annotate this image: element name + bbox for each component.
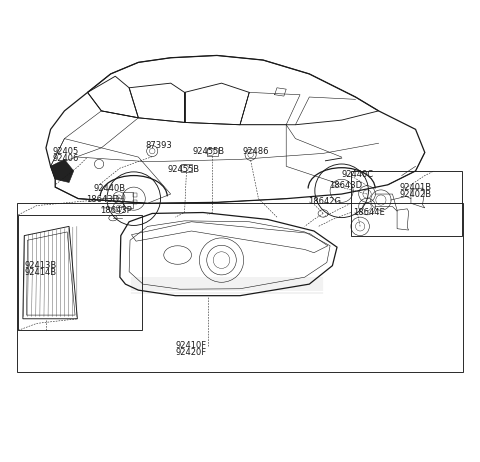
Text: 18642G: 18642G: [308, 197, 341, 207]
Text: 92410F: 92410F: [175, 341, 206, 350]
Text: 92455B: 92455B: [193, 147, 225, 156]
Bar: [18, 215, 142, 330]
Text: 92486: 92486: [242, 147, 269, 156]
Text: 18644E: 18644E: [353, 208, 385, 217]
Bar: [207, 148, 218, 156]
Text: 92414B: 92414B: [24, 268, 56, 277]
Text: 18643P: 18643P: [100, 206, 132, 215]
Text: 92402B: 92402B: [399, 190, 432, 200]
Text: 18643D: 18643D: [86, 195, 119, 204]
Text: 92455B: 92455B: [168, 165, 200, 174]
Text: 92440C: 92440C: [342, 170, 374, 179]
Bar: [17, 203, 463, 372]
Bar: [133, 200, 137, 204]
Text: 92405: 92405: [53, 147, 79, 156]
Bar: [133, 193, 137, 197]
Text: 92420F: 92420F: [175, 348, 206, 358]
Bar: [351, 171, 462, 236]
Polygon shape: [50, 159, 74, 182]
Text: 92406: 92406: [53, 154, 79, 163]
Text: 18643D: 18643D: [329, 181, 362, 190]
Bar: [123, 192, 133, 208]
Text: 92413B: 92413B: [24, 261, 57, 270]
Text: 92401B: 92401B: [399, 182, 432, 192]
Text: 92440B: 92440B: [94, 184, 126, 194]
Text: 87393: 87393: [145, 141, 172, 150]
Bar: [181, 164, 192, 172]
